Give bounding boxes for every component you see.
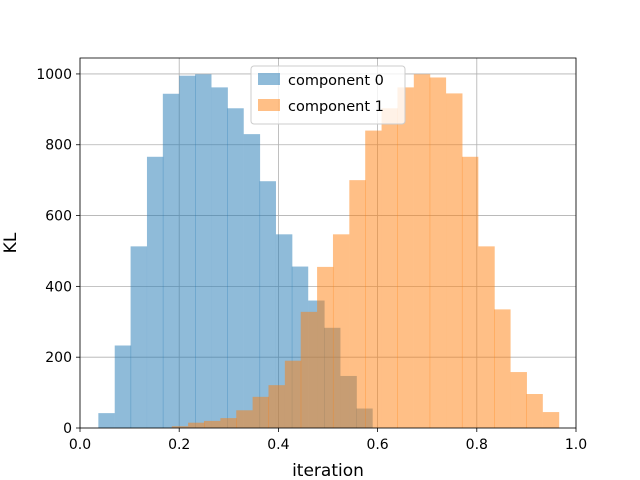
bars — [98, 74, 560, 429]
bar-component-1 — [349, 180, 366, 428]
legend: component 0 component 1 — [250, 65, 406, 125]
bar-component-1 — [413, 74, 431, 428]
bar-component-1 — [461, 156, 479, 429]
legend-label-component-1: component 1 — [288, 99, 384, 115]
bar-component-1 — [365, 130, 382, 428]
bar-component-1 — [494, 309, 511, 428]
bar-component-1 — [236, 410, 253, 428]
bar-component-0 — [98, 413, 115, 428]
y-tick-label: 200 — [45, 350, 72, 366]
bar-component-1 — [526, 394, 543, 428]
x-tick-label: 1.0 — [565, 437, 587, 453]
bar-component-1 — [317, 266, 334, 428]
x-tick-label: 0.2 — [168, 437, 190, 453]
bar-component-1 — [332, 234, 350, 428]
bar-component-1 — [478, 246, 495, 428]
bar-component-1 — [381, 108, 398, 428]
bar-component-0 — [114, 345, 132, 428]
bar-component-0 — [162, 93, 180, 428]
x-axis-label: iteration — [292, 461, 364, 480]
bar-component-1 — [300, 311, 318, 428]
axis-ticks: 0.0 0.2 0.4 0.6 0.8 1.0 0 200 400 600 800 1000 — [36, 67, 587, 453]
legend-swatch-component-0 — [258, 73, 280, 85]
bar-component-1 — [268, 385, 285, 428]
bar-component-1 — [429, 77, 447, 428]
bar-component-0 — [259, 181, 276, 428]
bar-component-1 — [204, 420, 221, 428]
bar-component-0 — [130, 246, 148, 428]
y-tick-label: 1000 — [36, 67, 72, 83]
y-tick-label: 800 — [45, 138, 72, 154]
bar-component-1 — [252, 396, 270, 428]
bar-component-1 — [171, 426, 189, 428]
legend-label-component-0: component 0 — [288, 73, 384, 89]
x-tick-label: 0.6 — [366, 437, 388, 453]
y-tick-label: 400 — [45, 279, 72, 295]
bar-component-1 — [188, 422, 205, 428]
bar-component-0 — [179, 75, 196, 429]
bar-component-1 — [446, 93, 463, 428]
bar-component-0 — [243, 134, 261, 429]
y-tick-label: 0 — [63, 421, 72, 437]
x-tick-label: 0.8 — [466, 437, 488, 453]
bar-component-1 — [220, 418, 237, 428]
bar-component-0 — [211, 87, 228, 428]
y-tick-label: 600 — [45, 209, 72, 225]
bar-component-0 — [227, 108, 244, 428]
bar-component-1 — [397, 87, 414, 428]
x-tick-label: 0.4 — [267, 437, 289, 453]
plot-frame — [79, 57, 577, 429]
legend-box — [250, 65, 406, 125]
x-tick-label: 0.0 — [69, 437, 91, 453]
y-axis-label: KL — [1, 232, 21, 253]
bar-component-1 — [542, 412, 560, 428]
bar-component-1 — [284, 360, 302, 428]
bar-component-0 — [195, 74, 212, 428]
bar-component-0 — [146, 156, 164, 429]
legend-swatch-component-1 — [258, 99, 280, 111]
bar-component-1 — [510, 372, 527, 428]
